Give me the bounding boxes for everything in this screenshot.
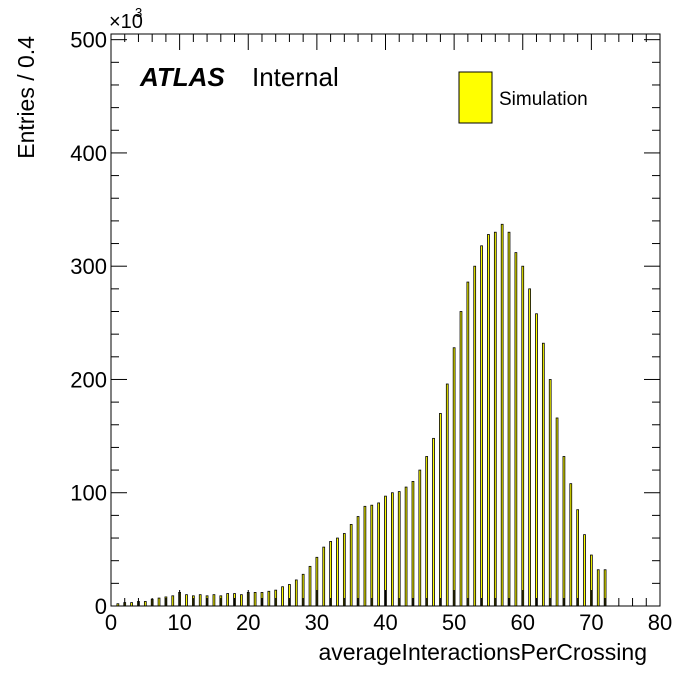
histogram-bar [555,417,559,607]
legend: Simulation [458,71,588,124]
histogram-bar [521,265,525,607]
x-tick-label: 50 [442,610,466,635]
y-tick-label: 200 [70,367,107,392]
histogram-bar [171,595,175,607]
plot-frame [110,33,661,607]
histogram-bar [562,456,566,607]
atlas-label: ATLAS [139,62,225,92]
histogram-bar [411,481,415,607]
histogram-bar [322,546,326,607]
histogram-bar [459,311,463,607]
y-tick-label: 100 [70,481,107,506]
x-tick-label: 0 [105,610,117,635]
histogram-bar [157,597,161,607]
histogram-bar [569,483,573,607]
histogram-bar [391,492,394,607]
x-tick-label: 80 [648,610,672,635]
y-multiplier-label: ×10 [109,11,143,33]
histogram-bar [281,586,284,607]
y-multiplier-exponent: 3 [135,5,142,20]
histogram-bar [452,347,456,607]
y-tick-label: 400 [70,141,107,166]
y-axis-title: Entries / 0.4 [13,36,39,159]
x-axis-title: averageInteractionsPerCrossing [318,639,647,665]
histogram-bar [384,495,387,607]
histogram-bar [445,383,449,607]
histogram-bar [500,223,504,607]
x-tick-label: 40 [373,610,397,635]
histogram-bar [528,288,531,607]
histogram-bar [583,534,586,607]
histogram-bar [143,601,147,607]
histogram-bar [294,579,298,607]
histogram-bar [576,509,580,607]
histogram-bar [336,537,339,607]
histogram-bar [466,281,470,607]
labels-layer: 0 10 20 30 40 50 60 70 80 0 100 200 300 400 500 [70,28,672,635]
histogram-bar [342,533,346,607]
histogram-bar [439,413,442,607]
legend-entry-simulation: Simulation [499,89,588,110]
histogram-bar [404,486,408,607]
histogram-bar [480,245,483,607]
histogram-bar [356,516,360,607]
histogram-bar [130,602,133,607]
histogram-bar [349,524,353,607]
histogram-bar [370,504,374,607]
histogram-bar [548,379,552,607]
histogram-bar [377,502,380,607]
histogram-bar [493,231,497,607]
histogram-bar [541,342,545,607]
histogram-bar [226,593,230,607]
x-tick-label: 30 [305,610,329,635]
histogram-bar [185,594,188,607]
histogram-bar [397,491,401,607]
y-tick-label: 500 [70,28,107,53]
histogram-bar [308,565,312,607]
histogram-bar [418,469,422,607]
x-tick-label: 10 [167,610,191,635]
legend-swatch [458,71,493,124]
histogram-bar [535,313,538,607]
histogram-bar [425,456,429,607]
histogram-bar [363,505,367,607]
histogram-bar [267,590,271,607]
y-tick-label: 0 [95,594,107,619]
histogram-bar [514,252,518,607]
histogram-bar [212,594,216,607]
histogram-bar [198,594,202,607]
histogram-bar [253,592,257,607]
histogram-bar [432,437,435,607]
x-tick-label: 20 [236,610,260,635]
histogram-bar [329,541,332,607]
x-tick-label: 70 [579,610,603,635]
histogram-bar [473,265,477,607]
x-tick-label: 60 [511,610,535,635]
histogram-bar [596,569,600,607]
histogram-bar [240,594,243,607]
internal-label: Internal [252,62,339,92]
y-tick-label: 300 [70,254,107,279]
histogram-bar [487,234,490,607]
histogram-bar [507,231,511,607]
